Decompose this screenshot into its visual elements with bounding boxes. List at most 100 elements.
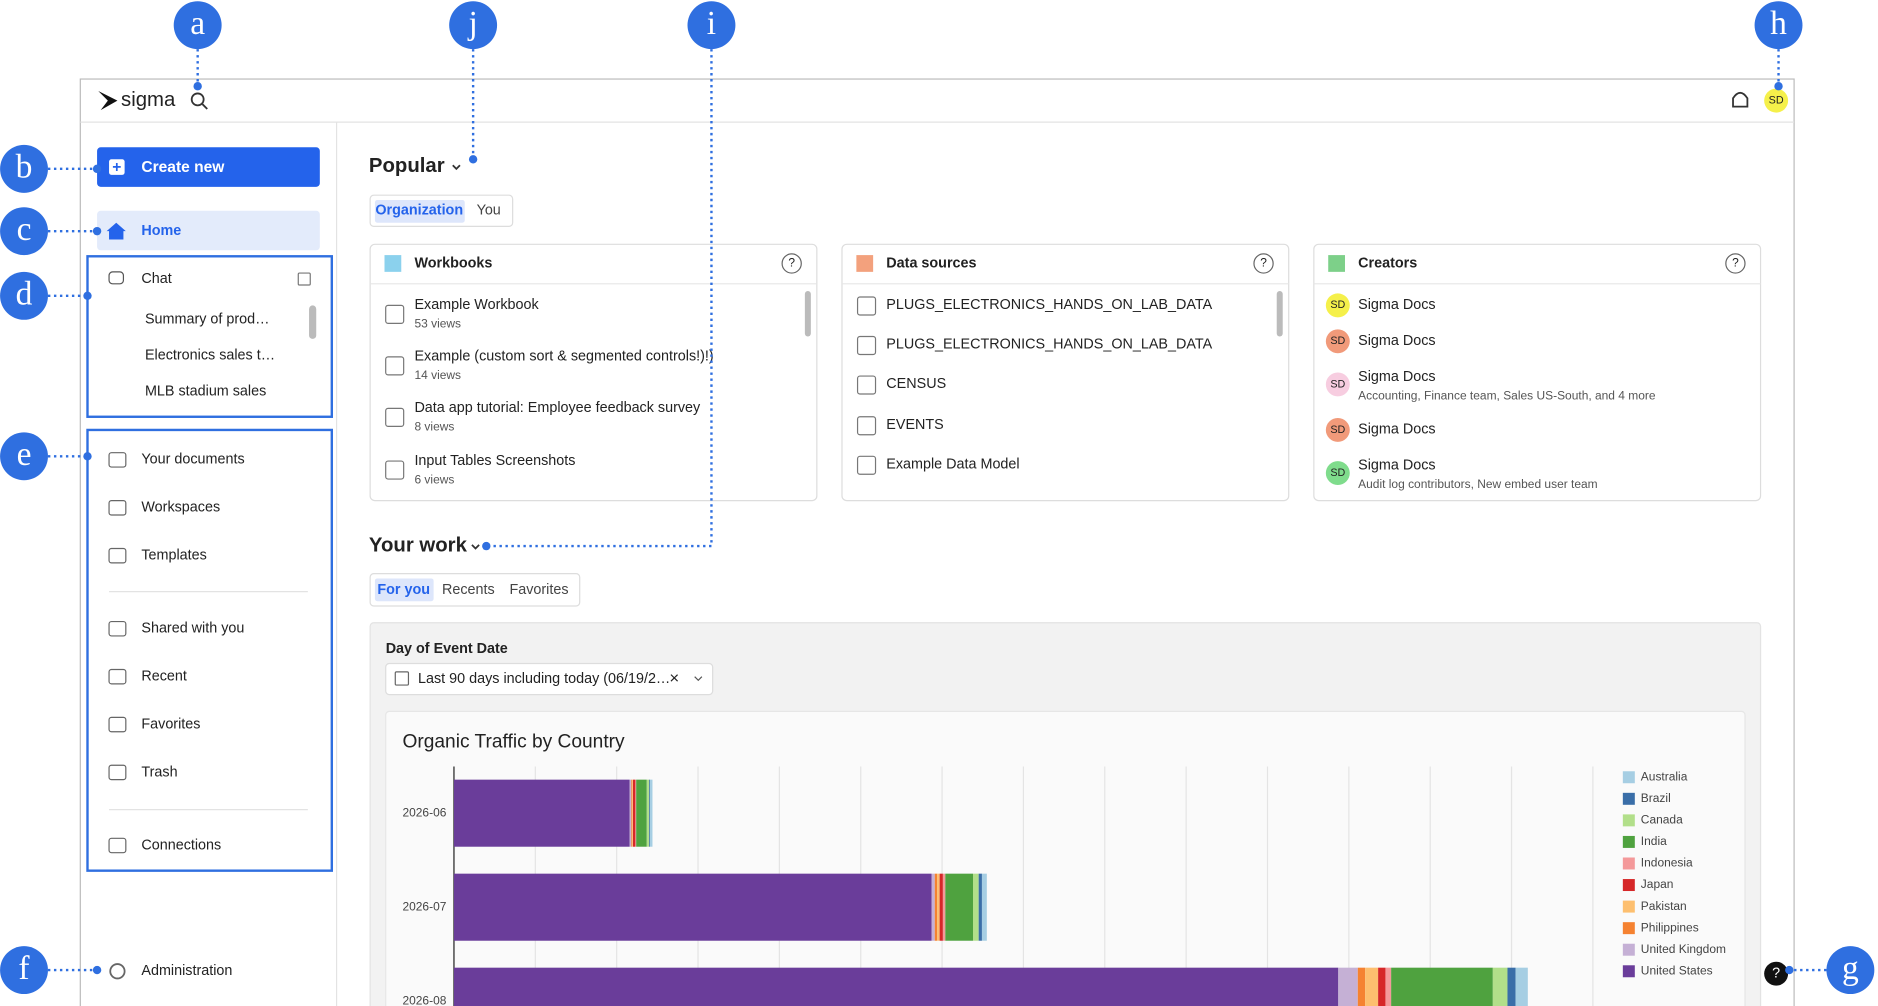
calendar-icon bbox=[394, 671, 410, 686]
admin-label[interactable]: Administration bbox=[141, 963, 232, 979]
help-icon[interactable] bbox=[1253, 253, 1274, 274]
item-name[interactable]: PLUGS_ELECTRONICS_HANDS_ON_LAB_DATA bbox=[886, 297, 1212, 313]
card-title: Creators bbox=[1358, 255, 1417, 271]
tab[interactable]: Favorites bbox=[509, 582, 568, 598]
legend-swatch bbox=[1622, 900, 1635, 913]
bar-segment bbox=[931, 873, 935, 941]
notifications-icon[interactable] bbox=[1732, 91, 1749, 108]
create-plus: + bbox=[112, 159, 121, 176]
filter-value: Last 90 days including today (06/19/2… bbox=[418, 671, 670, 687]
annotation-dot bbox=[193, 82, 202, 91]
home-nav[interactable] bbox=[97, 210, 320, 251]
bar-segment bbox=[1515, 967, 1528, 1006]
item-name[interactable]: Sigma Docs bbox=[1358, 297, 1435, 313]
table-icon bbox=[856, 296, 877, 316]
item-name[interactable]: Example Data Model bbox=[886, 456, 1019, 472]
annotation-leader bbox=[486, 49, 713, 548]
item-name[interactable]: EVENTS bbox=[886, 417, 943, 433]
filter-clear[interactable]: × bbox=[669, 668, 679, 687]
user-avatar[interactable] bbox=[1764, 88, 1789, 113]
bar-segment bbox=[981, 873, 987, 941]
annotation-dot bbox=[83, 452, 92, 461]
annotation-dot bbox=[1774, 82, 1783, 91]
annotation-badge bbox=[0, 271, 48, 320]
item-name[interactable]: Sigma Docs bbox=[1358, 333, 1435, 349]
legend-swatch bbox=[1622, 922, 1635, 935]
legend-label: India bbox=[1641, 834, 1667, 848]
item-name[interactable]: Input Tables Screenshots bbox=[414, 453, 575, 469]
nav-icon bbox=[108, 716, 127, 733]
chat-item[interactable]: Electronics sales t… bbox=[145, 347, 275, 363]
creator-avatar-text: SD bbox=[1330, 467, 1345, 479]
legend-swatch bbox=[1622, 857, 1635, 870]
chat-item[interactable]: MLB stadium sales bbox=[145, 383, 266, 399]
nav-item[interactable]: Workspaces bbox=[141, 500, 220, 516]
legend-swatch bbox=[1622, 792, 1635, 805]
nav-item[interactable]: Trash bbox=[141, 764, 177, 780]
nav-item[interactable]: Recent bbox=[141, 668, 187, 684]
workbook-icon bbox=[385, 407, 405, 427]
annotation-badge bbox=[1754, 1, 1803, 50]
workbook-icon bbox=[385, 460, 405, 480]
creator-avatar bbox=[1325, 293, 1350, 318]
item-name[interactable]: Sigma Docs bbox=[1358, 458, 1435, 474]
bar-segment bbox=[1357, 967, 1366, 1006]
item-name[interactable]: CENSUS bbox=[886, 376, 946, 392]
create-icon bbox=[109, 159, 125, 175]
creator-avatar-text: SD bbox=[1330, 378, 1345, 390]
card bbox=[1313, 243, 1762, 502]
legend-label: Australia bbox=[1641, 769, 1688, 783]
item-sub: 8 views bbox=[414, 420, 454, 434]
annotation-badge bbox=[173, 1, 222, 50]
filter-chevron[interactable] bbox=[694, 676, 703, 682]
annotation-letter: j bbox=[467, 5, 477, 42]
nav-item[interactable]: Connections bbox=[141, 837, 221, 853]
item-name[interactable]: PLUGS_ELECTRONICS_HANDS_ON_LAB_DATA bbox=[886, 337, 1212, 353]
annotation-letter: d bbox=[16, 276, 33, 313]
tab[interactable]: Organization bbox=[375, 203, 463, 219]
bar-segment bbox=[629, 779, 632, 847]
search-icon-handle bbox=[201, 103, 208, 110]
bar-segment bbox=[1378, 967, 1386, 1006]
chat-item[interactable]: Summary of prod… bbox=[145, 312, 270, 328]
nav-icon bbox=[108, 764, 127, 781]
annotation-badge bbox=[1826, 946, 1875, 995]
legend-label: Indonesia bbox=[1641, 856, 1693, 870]
search-icon[interactable] bbox=[190, 92, 205, 107]
new-chat-icon[interactable] bbox=[297, 272, 311, 286]
filter-label: Day of Event Date bbox=[386, 641, 508, 657]
nav-item[interactable]: Shared with you bbox=[141, 621, 244, 637]
item-sub: Audit log contributors, New embed user t… bbox=[1358, 477, 1598, 491]
creator-avatar-text: SD bbox=[1330, 424, 1345, 436]
nav-item[interactable]: Templates bbox=[141, 547, 206, 563]
item-name[interactable]: Example Workbook bbox=[414, 297, 539, 313]
popular-chevron[interactable] bbox=[452, 164, 461, 171]
nav-item[interactable]: Favorites bbox=[141, 716, 200, 732]
tab[interactable]: Recents bbox=[442, 582, 495, 598]
annotation-letter: h bbox=[1770, 5, 1787, 42]
filter-control[interactable] bbox=[385, 662, 714, 696]
tab[interactable]: You bbox=[477, 203, 501, 219]
card-scrollbar bbox=[804, 291, 811, 337]
help-icon[interactable] bbox=[781, 253, 802, 274]
your-work-chevron[interactable] bbox=[471, 544, 480, 550]
create-new-button[interactable] bbox=[97, 147, 320, 187]
item-name[interactable]: Sigma Docs bbox=[1358, 422, 1435, 438]
nav-item[interactable]: Your documents bbox=[141, 452, 244, 468]
annotation-letter: g bbox=[1842, 950, 1859, 987]
item-name[interactable]: Data app tutorial: Employee feedback sur… bbox=[414, 400, 701, 416]
help-button[interactable] bbox=[1764, 961, 1789, 986]
annotation-dot bbox=[92, 164, 102, 174]
chat-title: Chat bbox=[141, 271, 171, 287]
table-icon bbox=[856, 375, 877, 395]
help-icon[interactable] bbox=[1725, 253, 1746, 274]
y-tick-label: 2026-06 bbox=[402, 805, 446, 819]
table-icon bbox=[856, 455, 877, 475]
help-icon-mark: ? bbox=[1260, 256, 1267, 270]
creator-avatar bbox=[1325, 329, 1350, 354]
legend-label: Philippines bbox=[1641, 920, 1699, 934]
item-name[interactable]: Example (custom sort & segmented control… bbox=[414, 349, 713, 365]
create-new-label: Create new bbox=[141, 159, 225, 176]
tab[interactable]: For you bbox=[377, 582, 430, 598]
item-name[interactable]: Sigma Docs bbox=[1358, 369, 1435, 385]
